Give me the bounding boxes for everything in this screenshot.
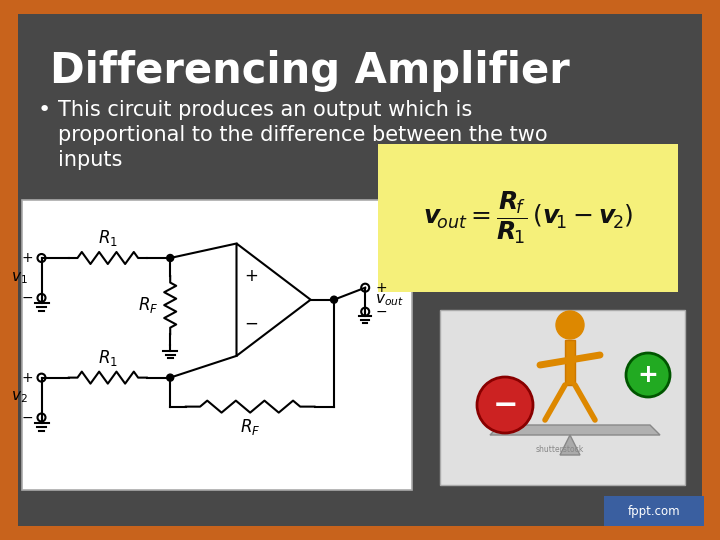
Bar <box>440 310 685 485</box>
Circle shape <box>330 296 338 303</box>
Text: $R_F$: $R_F$ <box>138 295 158 315</box>
Text: −: − <box>492 390 518 420</box>
Text: $\boldsymbol{v}_{\!\mathit{out}} = \dfrac{\boldsymbol{R}_{\!f}}{\boldsymbol{R}_{: $\boldsymbol{v}_{\!\mathit{out}} = \dfra… <box>423 190 634 246</box>
Circle shape <box>37 294 45 302</box>
Text: −: − <box>375 305 387 319</box>
Text: +: + <box>22 251 33 265</box>
Circle shape <box>556 311 584 339</box>
Text: Differencing Amplifier: Differencing Amplifier <box>50 50 570 92</box>
Text: +: + <box>375 281 387 295</box>
Text: fppt.com: fppt.com <box>628 504 680 517</box>
Circle shape <box>167 254 174 261</box>
Text: •: • <box>38 100 51 120</box>
Text: $R_1$: $R_1$ <box>98 348 118 368</box>
Text: $R_F$: $R_F$ <box>240 417 261 437</box>
Bar <box>22 200 412 490</box>
Text: −: − <box>245 314 258 333</box>
Polygon shape <box>490 425 660 435</box>
Circle shape <box>167 374 174 381</box>
Bar <box>604 496 704 526</box>
Text: +: + <box>638 363 658 387</box>
Circle shape <box>37 414 45 422</box>
Polygon shape <box>565 340 575 385</box>
Text: This circuit produces an output which is: This circuit produces an output which is <box>58 100 472 120</box>
Bar <box>378 144 678 292</box>
Text: +: + <box>245 267 258 285</box>
Text: $v_1$: $v_1$ <box>11 270 28 286</box>
Text: proportional to the difference between the two: proportional to the difference between t… <box>58 125 548 145</box>
Text: $v_{\mathit{out}}$: $v_{\mathit{out}}$ <box>375 292 404 308</box>
Polygon shape <box>560 435 580 455</box>
Circle shape <box>626 353 670 397</box>
Circle shape <box>361 308 369 316</box>
Circle shape <box>37 254 45 262</box>
Text: inputs: inputs <box>58 150 122 170</box>
Text: $R_1$: $R_1$ <box>98 228 118 248</box>
Circle shape <box>37 374 45 382</box>
Text: −: − <box>22 291 33 305</box>
Circle shape <box>361 284 369 292</box>
Text: $v_2$: $v_2$ <box>11 390 28 406</box>
Text: shutterstock: shutterstock <box>536 446 584 455</box>
Text: −: − <box>22 410 33 424</box>
Circle shape <box>477 377 533 433</box>
Text: +: + <box>22 370 33 384</box>
